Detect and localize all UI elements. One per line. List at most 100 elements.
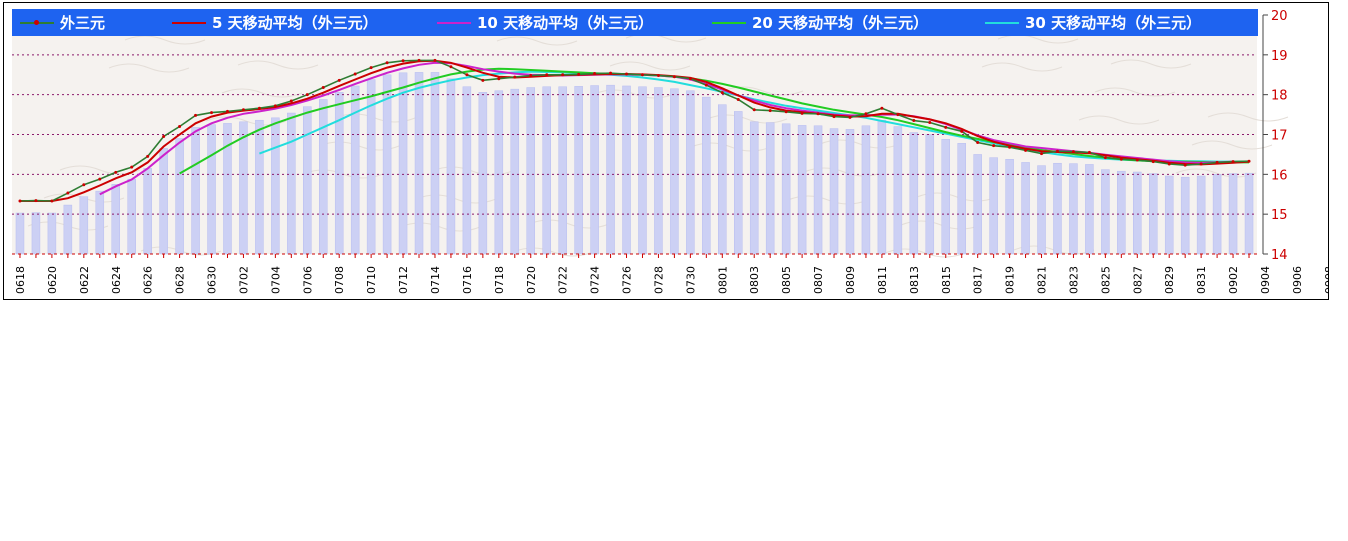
series-1-point xyxy=(225,109,229,113)
value-bar xyxy=(143,168,152,255)
legend-label: 10 天移动平均（外三元） xyxy=(477,14,654,32)
series-1-point xyxy=(1167,162,1171,166)
value-bar xyxy=(334,92,344,255)
value-bar xyxy=(542,86,551,255)
x-tick-label: 0807 xyxy=(812,266,825,294)
value-bar xyxy=(574,86,583,255)
background-texture xyxy=(124,35,206,45)
series-1-point xyxy=(529,74,533,78)
legend-swatch xyxy=(20,19,54,25)
x-tick-label: 0710 xyxy=(365,266,378,294)
x-tick-label: 0906 xyxy=(1291,266,1304,294)
value-bar xyxy=(303,106,312,255)
series-1-point xyxy=(18,199,22,203)
x-tick-label: 0809 xyxy=(844,266,857,294)
x-tick-label: 0708 xyxy=(333,266,346,294)
value-bar xyxy=(191,127,200,255)
x-tick-label: 0811 xyxy=(876,266,889,294)
series-1-point xyxy=(194,113,198,117)
series-1-point xyxy=(1199,162,1203,166)
series-1-point xyxy=(1071,150,1075,154)
series-1-point xyxy=(305,93,309,97)
x-tick-label: 0722 xyxy=(557,266,570,294)
value-bar xyxy=(718,104,727,255)
series-1-point xyxy=(1119,157,1123,161)
x-tick-label: 0724 xyxy=(589,266,602,294)
series-1-point xyxy=(976,140,980,144)
legend-swatch xyxy=(985,21,1019,24)
value-bar xyxy=(590,85,599,255)
x-tick-label: 0716 xyxy=(461,266,474,294)
legend-item-5: 30 天移动平均（外三元） xyxy=(985,9,1201,36)
legend-swatch xyxy=(712,21,746,24)
value-bar xyxy=(622,85,631,255)
series-1-point xyxy=(321,85,325,89)
value-bar xyxy=(845,129,855,255)
series-1-point xyxy=(832,115,836,119)
legend-marker xyxy=(34,19,39,25)
series-1-point xyxy=(736,97,740,101)
value-bar xyxy=(1196,175,1206,255)
series-1-point xyxy=(34,199,38,203)
series-1-point xyxy=(912,119,916,123)
x-tick-label: 0908 xyxy=(1323,266,1328,294)
background-texture xyxy=(512,247,594,257)
legend-item-2: 5 天移动平均（外三元） xyxy=(172,9,378,36)
series-1-point xyxy=(1087,150,1091,154)
value-bar xyxy=(15,212,25,255)
value-bar xyxy=(1069,163,1078,255)
x-tick-label: 0801 xyxy=(716,266,729,294)
background-texture xyxy=(237,60,319,70)
legend-label: 5 天移动平均（外三元） xyxy=(212,14,378,32)
value-bar xyxy=(1117,170,1126,255)
legend-item-4: 20 天移动平均（外三元） xyxy=(712,9,928,36)
y-tick-label: 16 xyxy=(1271,168,1288,183)
value-bar xyxy=(765,122,775,255)
value-bar xyxy=(749,121,759,255)
legend-swatch xyxy=(437,21,471,24)
series-1-point xyxy=(944,125,948,129)
series-1-point xyxy=(1024,148,1028,152)
value-bar xyxy=(271,117,280,255)
series-1-point xyxy=(481,78,485,82)
value-bar xyxy=(207,124,216,255)
series-1-point xyxy=(1247,159,1251,163)
background-texture xyxy=(981,62,1063,72)
legend-item-3: 10 天移动平均（外三元） xyxy=(437,9,653,36)
series-1-point xyxy=(66,191,70,195)
value-bar xyxy=(79,196,89,255)
value-bar xyxy=(781,123,791,255)
series-1-point xyxy=(880,106,884,110)
background-texture xyxy=(1175,168,1257,178)
series-1-point xyxy=(82,183,86,187)
x-tick-label: 0827 xyxy=(1131,266,1144,294)
series-1-point xyxy=(561,73,565,77)
x-tick-label: 0829 xyxy=(1163,266,1176,294)
series-1-point xyxy=(401,59,405,63)
x-tick-label: 0813 xyxy=(908,266,921,294)
value-bar xyxy=(861,125,871,255)
series-1-point xyxy=(672,75,676,79)
value-bar xyxy=(734,111,743,255)
value-bar xyxy=(398,72,408,255)
series-1-point xyxy=(289,99,293,103)
value-bar xyxy=(1037,165,1046,255)
value-bar xyxy=(941,139,950,255)
value-bar xyxy=(63,204,73,255)
x-tick-label: 0805 xyxy=(780,266,793,294)
x-tick-label: 0626 xyxy=(142,266,155,294)
series-1-point xyxy=(992,144,996,148)
legend-label: 20 天移动平均（外三元） xyxy=(752,14,929,32)
x-tick-label: 0728 xyxy=(652,266,665,294)
series-1-point xyxy=(1215,160,1219,164)
value-bar xyxy=(95,190,105,255)
value-bar xyxy=(654,87,663,255)
chart-frame: 14 15 16 17 18 19 20 0618 0620 0622 0624 0626 0628 06… xyxy=(3,2,1336,300)
series-1-point xyxy=(146,154,150,158)
value-bar xyxy=(446,78,456,255)
value-bar xyxy=(239,121,248,255)
x-tick-label: 0823 xyxy=(1067,266,1080,294)
legend-label: 外三元 xyxy=(60,14,106,32)
value-bar xyxy=(159,148,168,255)
value-bar xyxy=(414,72,424,255)
